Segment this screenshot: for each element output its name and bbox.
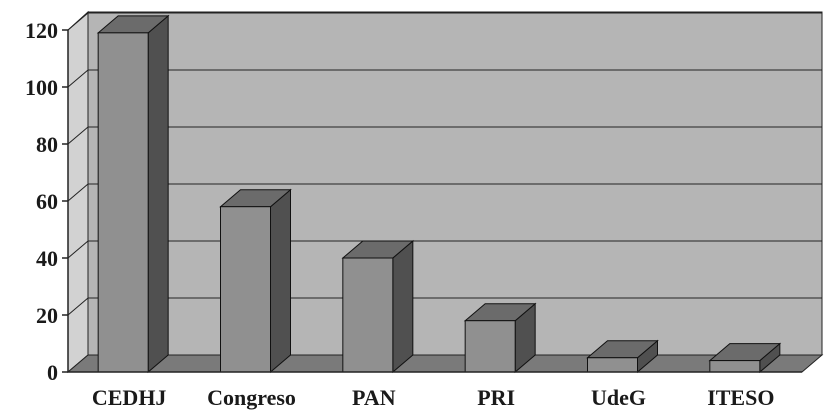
- gridline: [67, 297, 89, 316]
- bar-front: [709, 360, 761, 373]
- bar-cedhj: [96, 14, 170, 374]
- chart-floor: [66, 354, 824, 373]
- gridline: [67, 240, 89, 259]
- y-tick-label: 0: [47, 360, 58, 385]
- bar-front: [97, 32, 149, 373]
- y-tick-label: 20: [36, 303, 58, 328]
- gridline: [67, 12, 89, 31]
- y-tick-label: 40: [36, 246, 58, 271]
- bar-pan: [341, 239, 415, 374]
- y-axis-ticks: 0 20 40 60 80 100 120: [25, 18, 68, 385]
- x-category-label: ITESO: [707, 385, 774, 410]
- x-axis-labels: CEDHJ Congreso PAN PRI UdeG ITESO: [92, 385, 775, 410]
- x-category-label: PAN: [352, 385, 396, 410]
- bar-pri: [463, 302, 537, 374]
- x-category-label: CEDHJ: [92, 385, 167, 410]
- gridline: [67, 126, 89, 145]
- bar-congreso: [219, 188, 292, 374]
- bar-front: [587, 357, 638, 373]
- x-category-label: Congreso: [207, 385, 296, 410]
- x-category-label: PRI: [477, 385, 515, 410]
- bar-iteso: [708, 342, 782, 374]
- y-tick-label: 120: [25, 18, 58, 43]
- gridline: [67, 69, 89, 88]
- bar-udeg: [586, 339, 659, 374]
- bar-front: [220, 206, 271, 373]
- y-tick-label: 60: [36, 189, 58, 214]
- y-tick-label: 100: [25, 75, 58, 100]
- bar-side: [392, 239, 414, 374]
- y-tick-label: 80: [36, 132, 58, 157]
- bar-side: [147, 14, 169, 374]
- bars: [96, 14, 782, 374]
- gridline: [67, 183, 89, 202]
- x-category-label: UdeG: [591, 385, 646, 410]
- bar-front: [464, 320, 516, 373]
- bar-front: [342, 257, 394, 373]
- gridlines: [67, 12, 822, 316]
- bar-side: [270, 188, 291, 374]
